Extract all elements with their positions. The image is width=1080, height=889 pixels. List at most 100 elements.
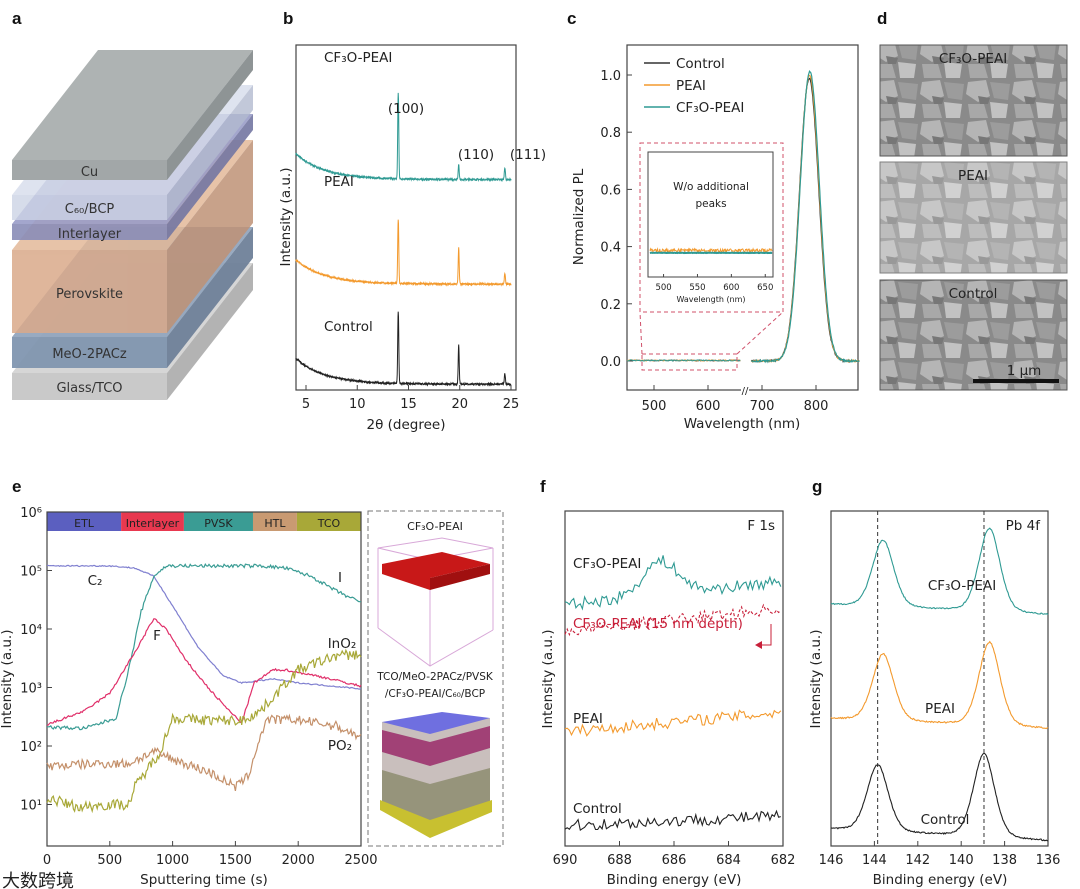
x-tick-label: 2000 bbox=[282, 853, 315, 868]
region-label: PVSK bbox=[204, 517, 233, 530]
x-tick-label: 136 bbox=[1036, 853, 1061, 868]
xps-series-line bbox=[564, 709, 782, 737]
device-stack-diagram: Glass/TCO MeO-2PACz Perovskite Interlayer C₆… bbox=[12, 50, 253, 400]
xps-series-line bbox=[830, 640, 1049, 730]
chart-title: F 1s bbox=[747, 518, 775, 534]
plot-frame bbox=[46, 511, 362, 847]
stack-label: TCO/MeO-2PACz/PVSK bbox=[376, 671, 494, 683]
x-tick-label: 15 bbox=[400, 397, 417, 412]
region-label: HTL bbox=[264, 517, 286, 530]
series-label: C₂ bbox=[88, 573, 103, 589]
x-tick-label: 2500 bbox=[344, 853, 377, 868]
layer-front-face bbox=[12, 224, 167, 240]
series-label: I bbox=[338, 570, 342, 586]
series-label: PEAI bbox=[324, 174, 354, 190]
panel-label-f: f bbox=[540, 477, 546, 496]
x-tick-label: 800 bbox=[804, 399, 829, 414]
y-axis-label: Intensity (a.u.) bbox=[278, 168, 294, 267]
region-band bbox=[47, 512, 122, 531]
series-label: Control bbox=[324, 319, 373, 335]
legend-label: PEAI bbox=[676, 78, 706, 94]
layer-front-face bbox=[12, 195, 167, 220]
render-cube-top bbox=[377, 537, 494, 667]
peak-annotation: (110) bbox=[458, 147, 494, 163]
sem-image-0: CF₃O-PEAI bbox=[879, 44, 1068, 157]
layer-label: Glass/TCO bbox=[56, 381, 122, 396]
sims-series-line bbox=[46, 713, 362, 792]
y-axis-label: Intensity (a.u.) bbox=[540, 630, 556, 729]
panel-label-d: d bbox=[877, 9, 887, 28]
depth-arrow-head bbox=[755, 641, 762, 649]
sims-series-line bbox=[46, 564, 362, 690]
sem-image-1: PEAI bbox=[879, 161, 1068, 274]
x-tick-label: 20 bbox=[451, 397, 468, 412]
y-tick-label: 0.4 bbox=[600, 241, 621, 256]
x-tick-label: 1500 bbox=[219, 853, 252, 868]
x-tick-label: 138 bbox=[992, 853, 1017, 868]
scale-bar-label: 1 μm bbox=[1007, 363, 1042, 379]
layer-front-face bbox=[12, 250, 167, 333]
y-tick-label: 10⁵ bbox=[20, 565, 42, 580]
axis-break-mark: // bbox=[742, 386, 749, 397]
sims-series-line bbox=[46, 648, 362, 814]
layer-front-face bbox=[12, 160, 167, 180]
render-frame bbox=[367, 510, 504, 847]
y-tick-label: 10¹ bbox=[20, 799, 42, 814]
interlayer-render bbox=[382, 552, 490, 590]
y-tick-label: 0.0 bbox=[600, 355, 621, 370]
inset-frame-dashed bbox=[639, 142, 784, 313]
inset-frame bbox=[647, 151, 774, 278]
tof-sims-chart: ETL Interlayer PVSK HTL TCO 0 500 1000 1500 2000 2… bbox=[0, 506, 504, 888]
peak-annotation: (111) bbox=[510, 147, 546, 163]
x-tick-label: 690 bbox=[553, 853, 578, 868]
depth-arrow bbox=[760, 624, 772, 646]
zoom-region-box bbox=[641, 353, 738, 371]
layer-top-face bbox=[12, 50, 253, 160]
xrd-series-line bbox=[295, 92, 512, 183]
sims-series-line bbox=[46, 563, 361, 731]
y-tick-label: 0.6 bbox=[600, 183, 621, 198]
layer-side-face bbox=[167, 140, 253, 333]
layer-side-face bbox=[167, 85, 253, 220]
sem-image-label: CF₃O-PEAI bbox=[939, 51, 1007, 67]
xps-f1s-chart: 690 688 686 684 682 Binding energy (eV) Intens… bbox=[540, 510, 796, 888]
inset-x-tick-label: 550 bbox=[689, 283, 705, 293]
x-tick-label: 684 bbox=[716, 853, 741, 868]
chart-title: Pb 4f bbox=[1006, 518, 1042, 534]
x-axis-label: Sputtering time (s) bbox=[140, 872, 268, 888]
layer-side-face bbox=[167, 227, 253, 368]
layer-side-face bbox=[167, 50, 253, 180]
region-band bbox=[296, 512, 361, 531]
zoom-connector bbox=[639, 311, 643, 355]
x-axis-label: 2θ (degree) bbox=[367, 417, 446, 433]
y-axis-label: Intensity (a.u.) bbox=[808, 630, 824, 729]
layer-label: Cu bbox=[81, 165, 98, 180]
sem-image bbox=[879, 44, 1068, 157]
series-label: Control bbox=[573, 801, 622, 817]
sem-image bbox=[879, 161, 1068, 274]
sem-image-2: Control bbox=[879, 279, 1068, 391]
y-tick-label: 0.8 bbox=[600, 126, 621, 141]
legend-label: Control bbox=[676, 56, 725, 72]
sem-image-label: PEAI bbox=[958, 168, 988, 184]
x-tick-label: 146 bbox=[819, 853, 844, 868]
xps-series-line bbox=[564, 809, 781, 832]
xps-series-line bbox=[564, 555, 782, 611]
watermark: 大数跨境 bbox=[2, 871, 74, 889]
legend-label: CF₃O-PEAI bbox=[676, 100, 744, 116]
scale-bar bbox=[973, 379, 1059, 383]
region-band bbox=[183, 512, 253, 531]
layer-label: MeO-2PACz bbox=[52, 347, 127, 362]
region-band bbox=[252, 512, 297, 531]
series-label: InO₂ bbox=[328, 636, 357, 652]
sem-image bbox=[879, 279, 1068, 391]
series-label: PO₂ bbox=[328, 738, 352, 754]
x-tick-label: 682 bbox=[771, 853, 796, 868]
xrd-chart: 5 10 15 20 25 2θ (degree) Intensity (a.u.) CF₃O… bbox=[278, 44, 546, 433]
x-tick-label: 500 bbox=[97, 853, 122, 868]
x-tick-label: 25 bbox=[503, 397, 520, 412]
x-tick-label: 686 bbox=[662, 853, 687, 868]
inset-x-tick-label: 650 bbox=[757, 283, 773, 293]
series-label: CF₃O-PEAI bbox=[928, 578, 996, 594]
x-tick-label: 688 bbox=[607, 853, 632, 868]
